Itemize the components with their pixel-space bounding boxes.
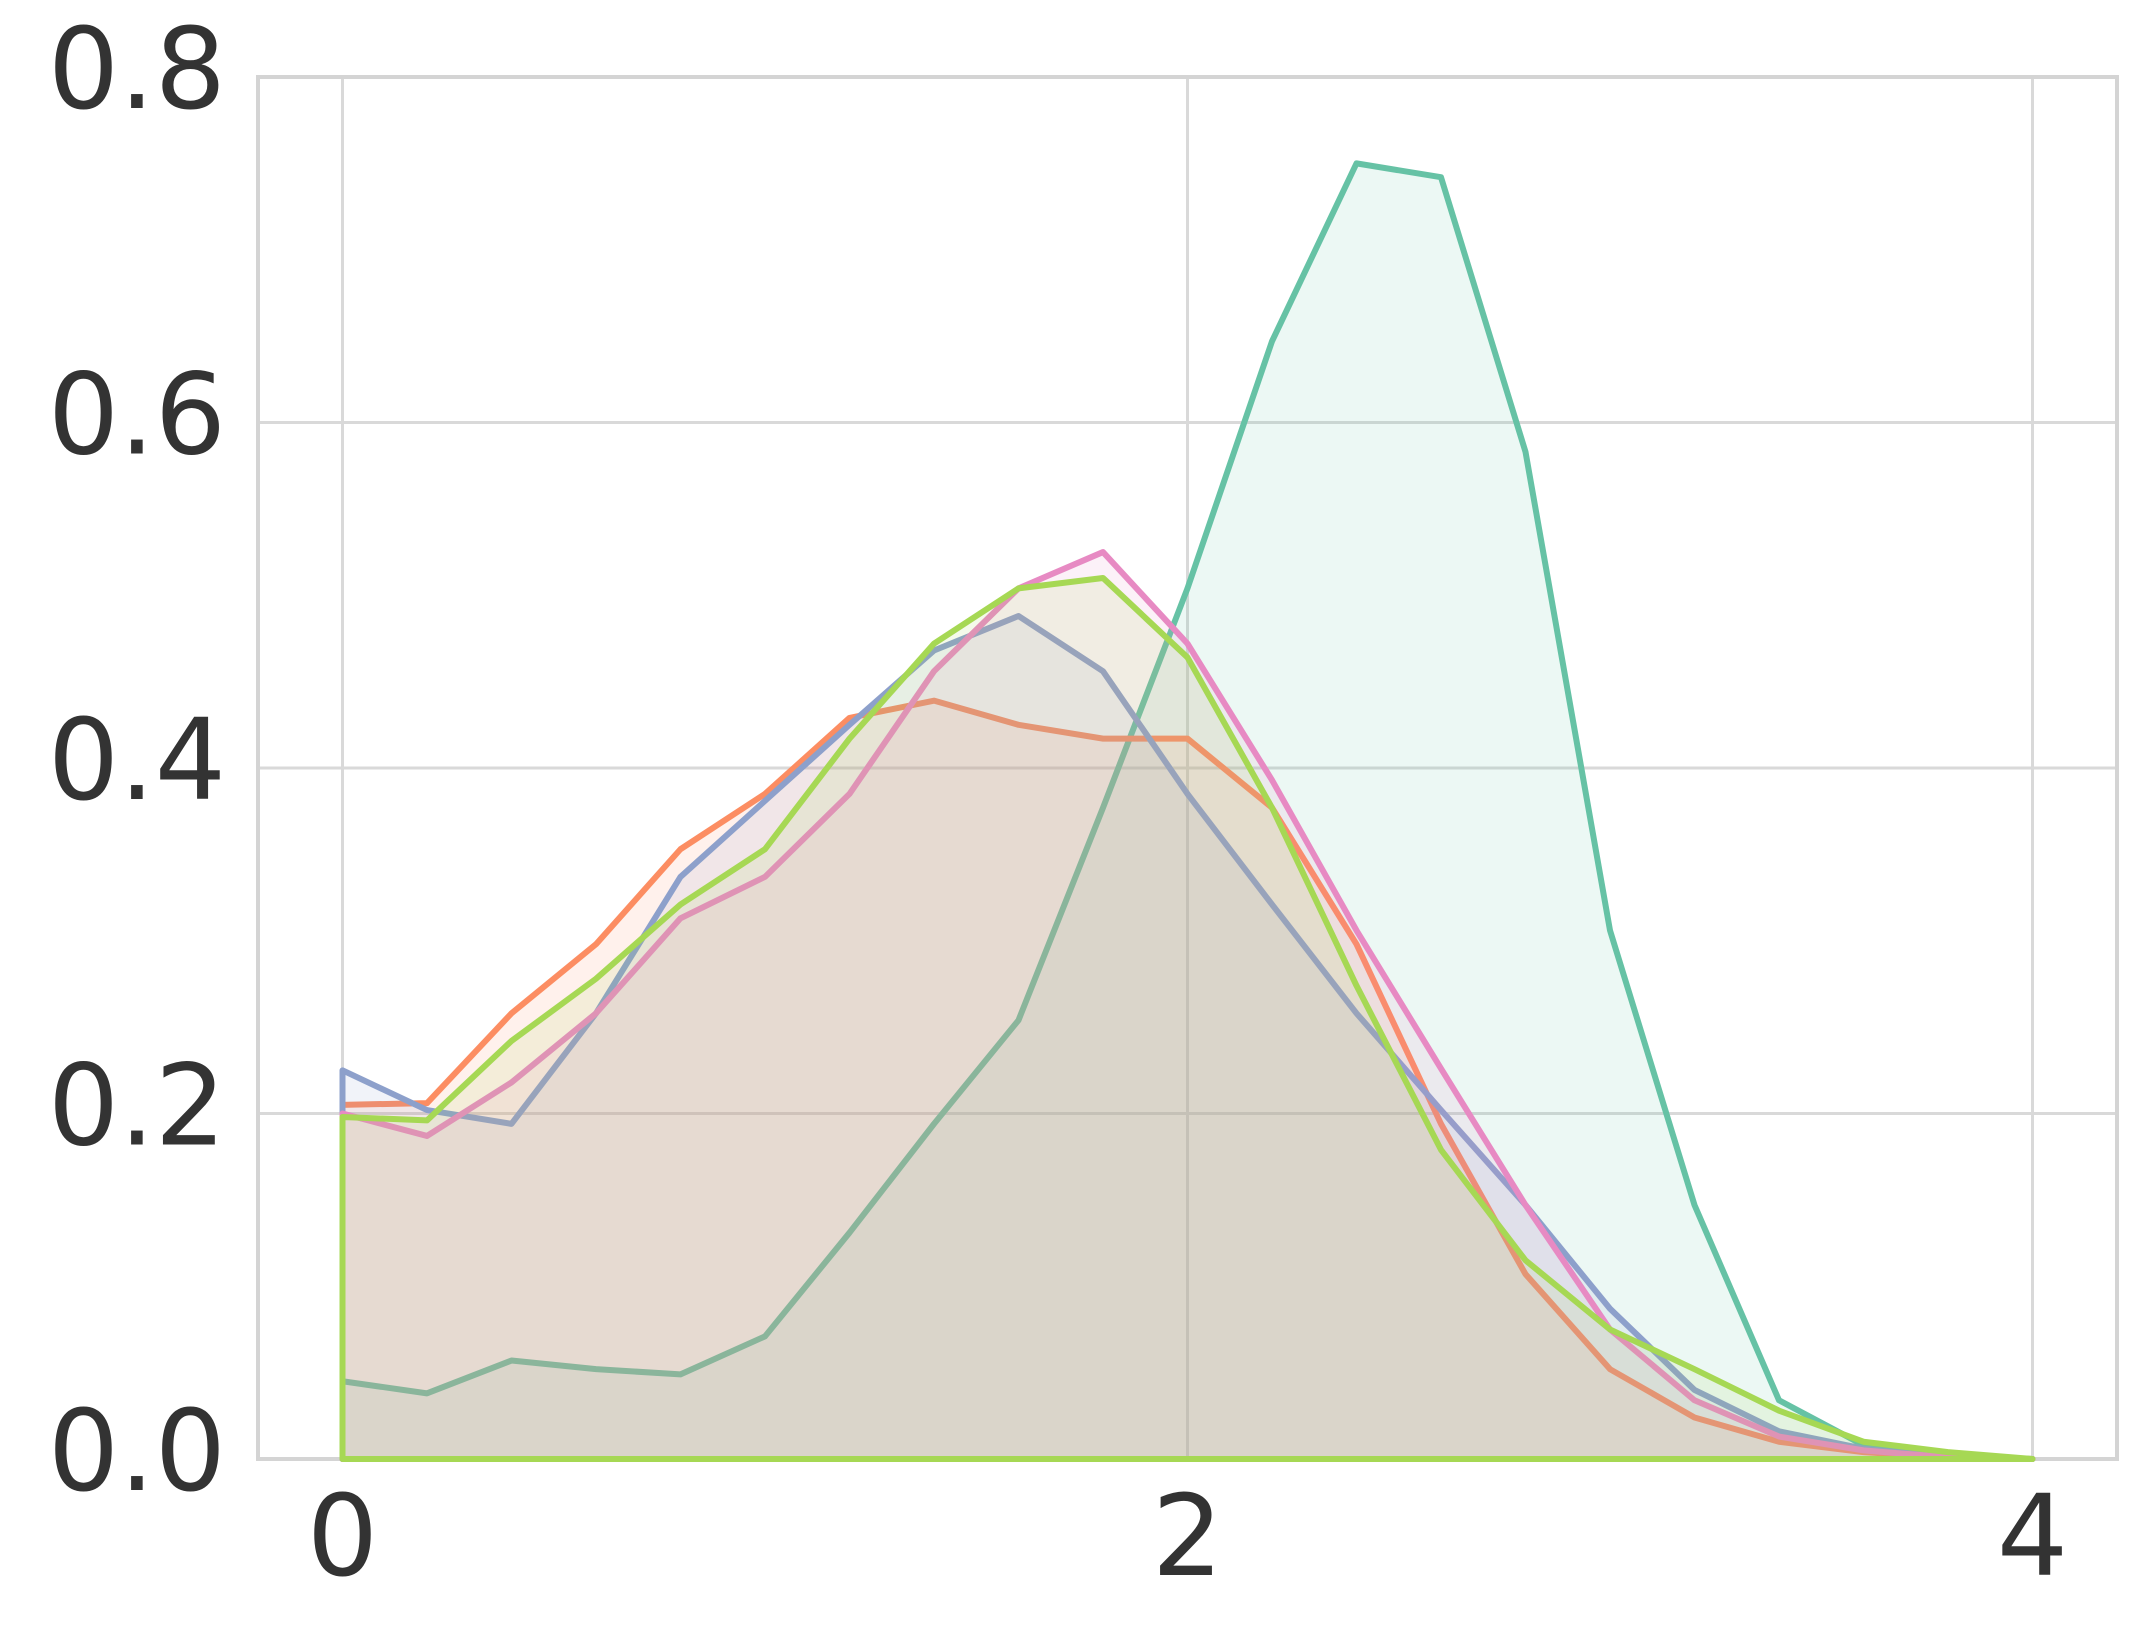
y-tick-label: 0.2	[48, 1041, 226, 1171]
density-line	[339, 160, 2036, 1462]
x-tick-label: 2	[1152, 1472, 1223, 1602]
y-tick-label: 0.8	[48, 5, 226, 135]
y-tick-label: 0.6	[48, 350, 226, 480]
density-area	[342, 552, 2033, 1459]
y-tick-label: 0.4	[48, 696, 226, 826]
density-area	[342, 615, 2033, 1459]
density-line	[339, 697, 2036, 1462]
density-area	[342, 577, 2033, 1459]
y-tick-label: 0.0	[48, 1387, 226, 1517]
density-area	[342, 700, 2033, 1459]
density-line	[339, 612, 2036, 1462]
density-line	[339, 574, 2036, 1462]
density-area	[342, 163, 2033, 1459]
x-tick-label: 4	[1997, 1472, 2068, 1602]
density-line	[339, 549, 2036, 1462]
x-tick-label: 0	[307, 1472, 378, 1602]
